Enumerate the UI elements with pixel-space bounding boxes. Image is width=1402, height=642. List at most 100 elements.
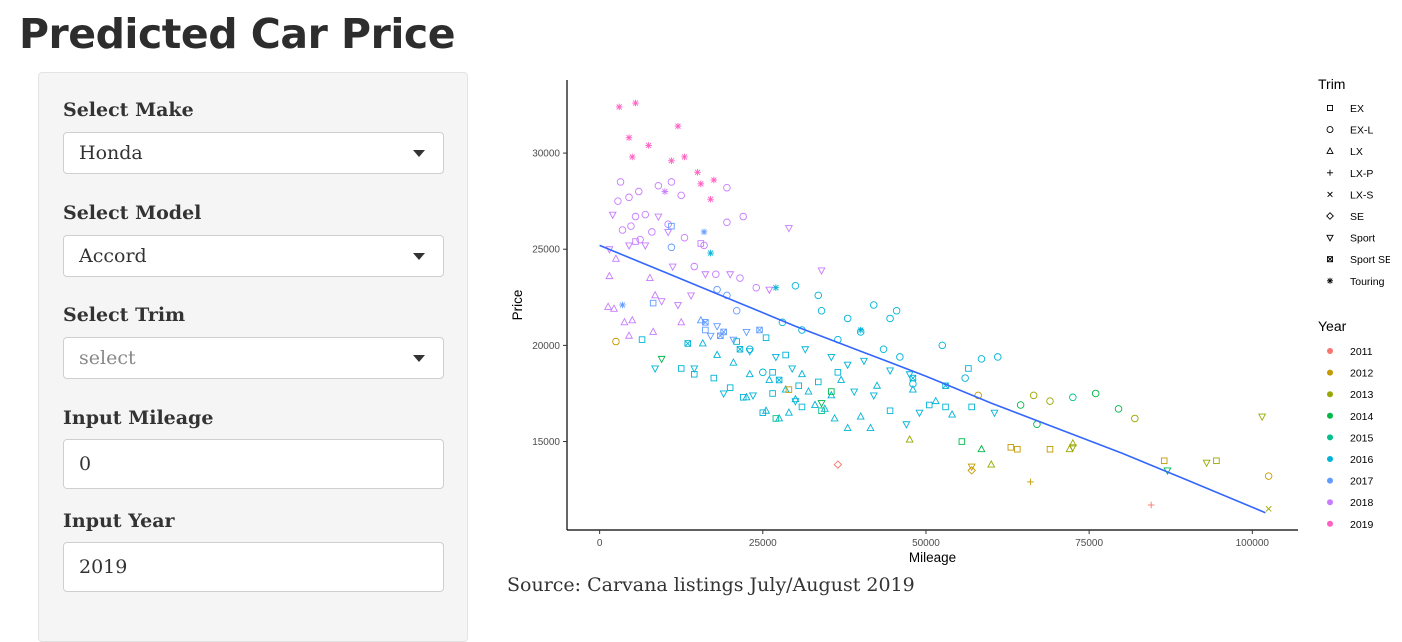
trim-select[interactable]: select	[63, 337, 444, 379]
data-point	[785, 386, 793, 393]
data-point	[628, 315, 637, 324]
data-point	[902, 421, 911, 429]
data-point	[1046, 445, 1054, 453]
data-point	[680, 233, 689, 242]
data-point	[723, 218, 731, 227]
data-point	[736, 274, 744, 282]
data-point	[701, 271, 710, 279]
data-point	[674, 122, 682, 130]
data-point	[968, 403, 975, 411]
make-select[interactable]: Honda	[63, 132, 444, 174]
trim-select-value: select	[79, 347, 136, 369]
data-point	[736, 345, 744, 353]
data-point	[769, 390, 776, 397]
data-point	[817, 267, 826, 275]
year-legend-key	[1327, 499, 1333, 506]
trim-legend-label: Sport	[1350, 233, 1375, 245]
data-point	[1213, 457, 1220, 465]
year-legend-label: 2018	[1350, 497, 1374, 509]
data-point	[1014, 445, 1021, 453]
x-tick-label: 100000	[1236, 538, 1270, 549]
data-point	[713, 323, 722, 331]
trim-legend-key	[1326, 146, 1334, 154]
data-point	[990, 409, 999, 418]
data-point	[948, 410, 957, 418]
data-point	[759, 368, 767, 377]
data-point	[856, 411, 865, 420]
data-point	[931, 396, 940, 405]
data-point	[673, 302, 683, 310]
data-point	[605, 271, 614, 280]
data-point	[710, 176, 718, 184]
page-title: Predicted Car Price	[19, 10, 456, 58]
data-point	[762, 334, 770, 341]
year-legend-key	[1327, 412, 1333, 419]
x-tick-label: 75000	[1075, 538, 1103, 549]
data-point	[834, 369, 842, 376]
data-point	[843, 314, 852, 323]
data-point	[1016, 401, 1025, 409]
data-point	[801, 346, 810, 354]
data-point	[977, 444, 986, 453]
trim-legend-label: LX-S	[1350, 189, 1373, 201]
data-point	[664, 220, 672, 228]
trim-legend-label: LX	[1350, 146, 1363, 158]
data-point	[702, 326, 709, 334]
data-point	[702, 319, 709, 326]
data-point	[967, 463, 976, 472]
data-point	[625, 193, 633, 202]
data-point	[697, 240, 705, 247]
trim-legend-key	[1327, 191, 1333, 198]
data-point	[729, 336, 738, 345]
data-point	[636, 235, 644, 244]
data-point	[827, 390, 836, 399]
data-point	[965, 365, 972, 372]
data-point	[994, 353, 1002, 361]
data-point	[938, 341, 947, 350]
mileage-input[interactable]: 0	[63, 439, 444, 489]
data-point	[798, 403, 806, 411]
data-point	[769, 369, 776, 376]
data-point	[748, 392, 758, 400]
data-point	[830, 413, 839, 422]
data-point	[698, 338, 707, 347]
y-tick-label: 15000	[532, 437, 560, 448]
data-point	[1114, 405, 1123, 413]
trim-legend-label: SE	[1350, 211, 1364, 223]
trend-line	[599, 244, 1266, 514]
year-input[interactable]: 2019	[63, 542, 444, 592]
data-point	[616, 178, 625, 186]
data-point	[942, 403, 949, 411]
y-axis-label: Price	[510, 290, 525, 321]
year-legend-label: 2017	[1350, 476, 1374, 488]
chevron-down-icon	[413, 253, 425, 260]
model-select[interactable]: Accord	[63, 235, 444, 277]
data-point	[828, 388, 835, 395]
data-point	[745, 369, 754, 378]
data-point	[648, 228, 656, 236]
data-point	[791, 282, 800, 290]
data-point	[690, 262, 699, 271]
data-point	[668, 222, 675, 230]
data-point	[772, 415, 780, 422]
data-point	[745, 348, 754, 356]
data-point	[713, 350, 722, 358]
data-point	[925, 401, 933, 409]
data-point	[818, 407, 825, 415]
data-point	[1069, 393, 1077, 402]
data-point	[905, 435, 914, 443]
data-point	[843, 423, 852, 432]
data-point	[700, 228, 708, 236]
data-point	[719, 390, 728, 399]
data-point	[645, 273, 654, 282]
year-legend-label: 2014	[1350, 411, 1374, 423]
data-point	[869, 392, 878, 400]
data-point	[657, 298, 666, 306]
data-point	[645, 142, 652, 149]
trim-legend-label: LX-P	[1350, 168, 1373, 180]
make-select-value: Honda	[79, 142, 143, 164]
data-point	[649, 299, 657, 307]
data-point	[624, 331, 634, 339]
data-point	[886, 407, 894, 415]
data-point	[817, 307, 826, 315]
